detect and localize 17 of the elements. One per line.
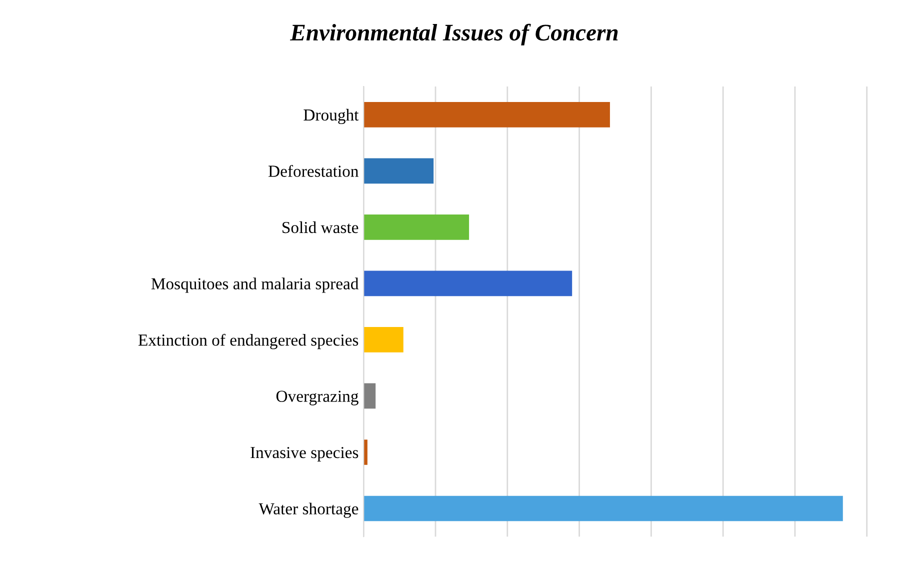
bar <box>364 327 404 352</box>
y-tick-label: Water shortage <box>258 502 358 518</box>
y-tick-label: Deforestation <box>268 164 358 177</box>
y-tick-label: Invasive species <box>250 446 358 462</box>
bar <box>364 158 434 184</box>
bar <box>364 440 368 465</box>
y-tick-label: Mosquitoes and malaria spread <box>151 278 359 293</box>
bar <box>364 102 610 128</box>
y-tick-label: Overgrazing <box>276 390 358 406</box>
bar <box>364 383 376 409</box>
chart-title: Environmental Issues of Concern <box>290 24 618 46</box>
y-tick-label: Drought <box>304 108 359 124</box>
bar <box>364 496 843 522</box>
y-tick-label: Solid waste <box>282 221 358 234</box>
y-tick-label: Extinction of endangered species <box>138 334 358 350</box>
bar <box>364 214 470 240</box>
bar <box>364 270 572 296</box>
